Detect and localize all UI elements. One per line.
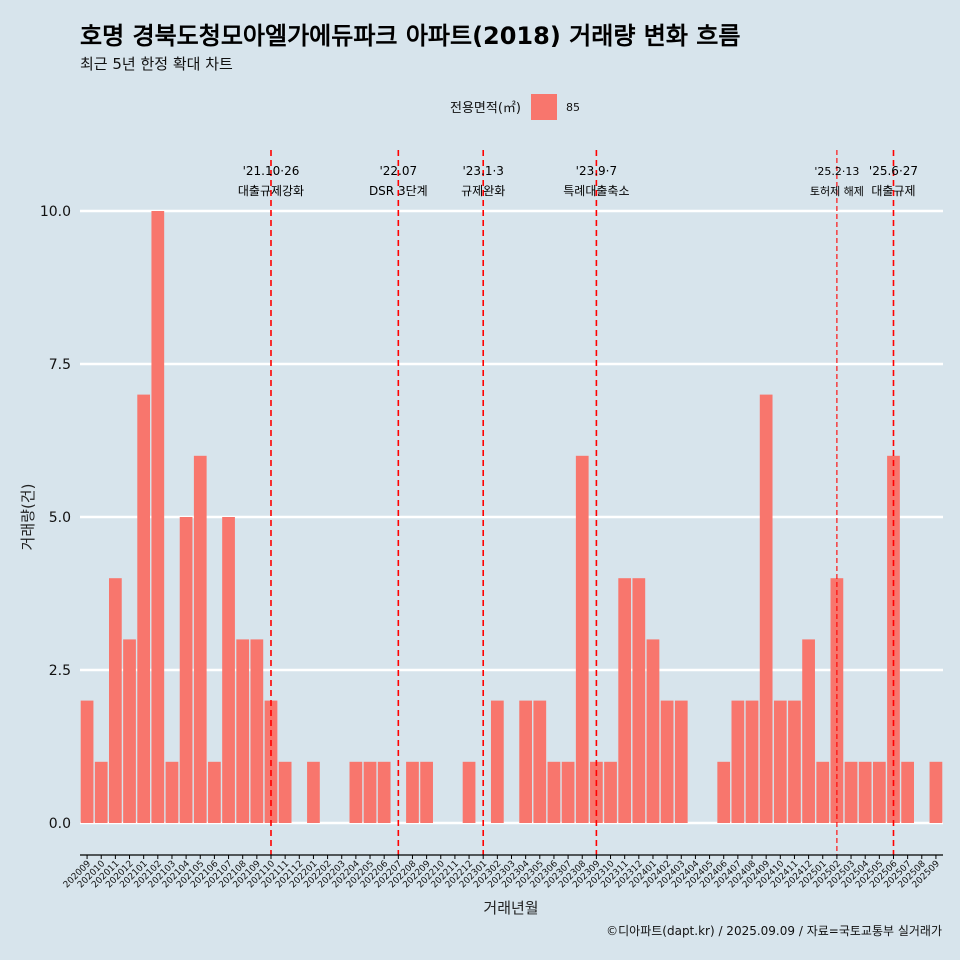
bar <box>519 700 533 823</box>
bar <box>250 639 264 823</box>
bar <box>363 761 377 823</box>
bar <box>165 761 179 823</box>
event-date-label: '23.9·7 <box>576 164 617 178</box>
bar <box>561 761 575 823</box>
bar <box>887 455 900 823</box>
bar <box>731 700 745 823</box>
legend: 전용면적(㎡) 85 <box>450 94 580 120</box>
y-tick-label: 5.0 <box>49 510 71 526</box>
bar <box>109 578 122 823</box>
bar <box>533 700 547 823</box>
bar <box>349 761 363 823</box>
source-caption: ©디아파트(dapt.kr) / 2025.09.09 / 자료=국토교통부 실… <box>606 924 942 938</box>
bar <box>759 394 773 823</box>
bar <box>307 761 320 823</box>
bar <box>632 578 646 823</box>
event-date-label: '21.10·26 <box>243 164 300 178</box>
bar <box>901 761 914 823</box>
event-name-label: 규제완화 <box>461 184 505 198</box>
bar <box>618 578 632 823</box>
bar <box>179 517 193 823</box>
bar <box>490 700 504 823</box>
bar <box>547 761 561 823</box>
bar <box>420 761 433 823</box>
bar <box>674 700 688 823</box>
bar <box>745 700 759 823</box>
bar <box>222 517 235 823</box>
chart-subtitle: 최근 5년 한정 확대 차트 <box>80 55 233 73</box>
event-name-label: DSR 3단계 <box>369 184 428 198</box>
event-lines <box>270 150 895 855</box>
bar <box>646 639 660 823</box>
bar <box>773 700 787 823</box>
x-axis-title: 거래년월 <box>483 899 538 917</box>
bar <box>278 761 292 823</box>
bar <box>788 700 801 823</box>
chart-title: 호명 경북도청모아엘가에듀파크 아파트(2018) 거래량 변화 흐름 <box>80 22 740 50</box>
bar <box>575 455 589 823</box>
event-name-label: 대출규제강화 <box>238 184 304 198</box>
bar <box>151 211 165 823</box>
x-axis: 2020092020102020112020122021012021022021… <box>62 854 943 890</box>
bar <box>94 761 108 823</box>
y-axis-title: 거래량(건) <box>19 484 37 551</box>
bar <box>717 761 731 823</box>
legend-swatch <box>531 94 557 120</box>
legend-label: 85 <box>566 101 580 114</box>
event-name-label: 특례대출축소 <box>563 184 629 198</box>
bar <box>929 761 943 823</box>
bars <box>80 211 943 823</box>
bar <box>80 700 94 823</box>
event-date-label: '25.6·27 <box>869 164 918 178</box>
y-tick-label: 10.0 <box>40 204 71 220</box>
bar <box>208 761 221 823</box>
bar <box>830 578 844 823</box>
event-name-label: 토허제 해제 <box>810 184 864 198</box>
legend-title: 전용면적(㎡) <box>450 101 521 116</box>
event-name-label: 대출규제 <box>871 184 915 198</box>
bar <box>193 455 207 823</box>
bar <box>123 639 136 823</box>
event-date-label: '23.1·3 <box>462 164 503 178</box>
event-date-label: '22.07 <box>379 164 417 178</box>
bar <box>462 761 476 823</box>
bar <box>872 761 886 823</box>
bar <box>660 700 674 823</box>
y-tick-label: 0.0 <box>49 816 71 832</box>
y-tick-label: 2.5 <box>49 663 71 679</box>
bar <box>844 761 858 823</box>
bar <box>802 639 815 823</box>
y-tick-label: 7.5 <box>49 357 71 373</box>
bar <box>604 761 617 823</box>
bar <box>137 394 151 823</box>
bar <box>236 639 250 823</box>
bar <box>406 761 419 823</box>
bar <box>377 761 391 823</box>
bar <box>858 761 872 823</box>
bar <box>816 761 830 823</box>
y-axis: 0.0 2.5 5.0 7.5 10.0 <box>40 204 71 832</box>
event-annotations: '21.10·26 대출규제강화 '22.07 DSR 3단계 '23.1·3 규제완화 '… <box>238 164 918 198</box>
event-date-label: '25.2·13 <box>814 165 859 178</box>
